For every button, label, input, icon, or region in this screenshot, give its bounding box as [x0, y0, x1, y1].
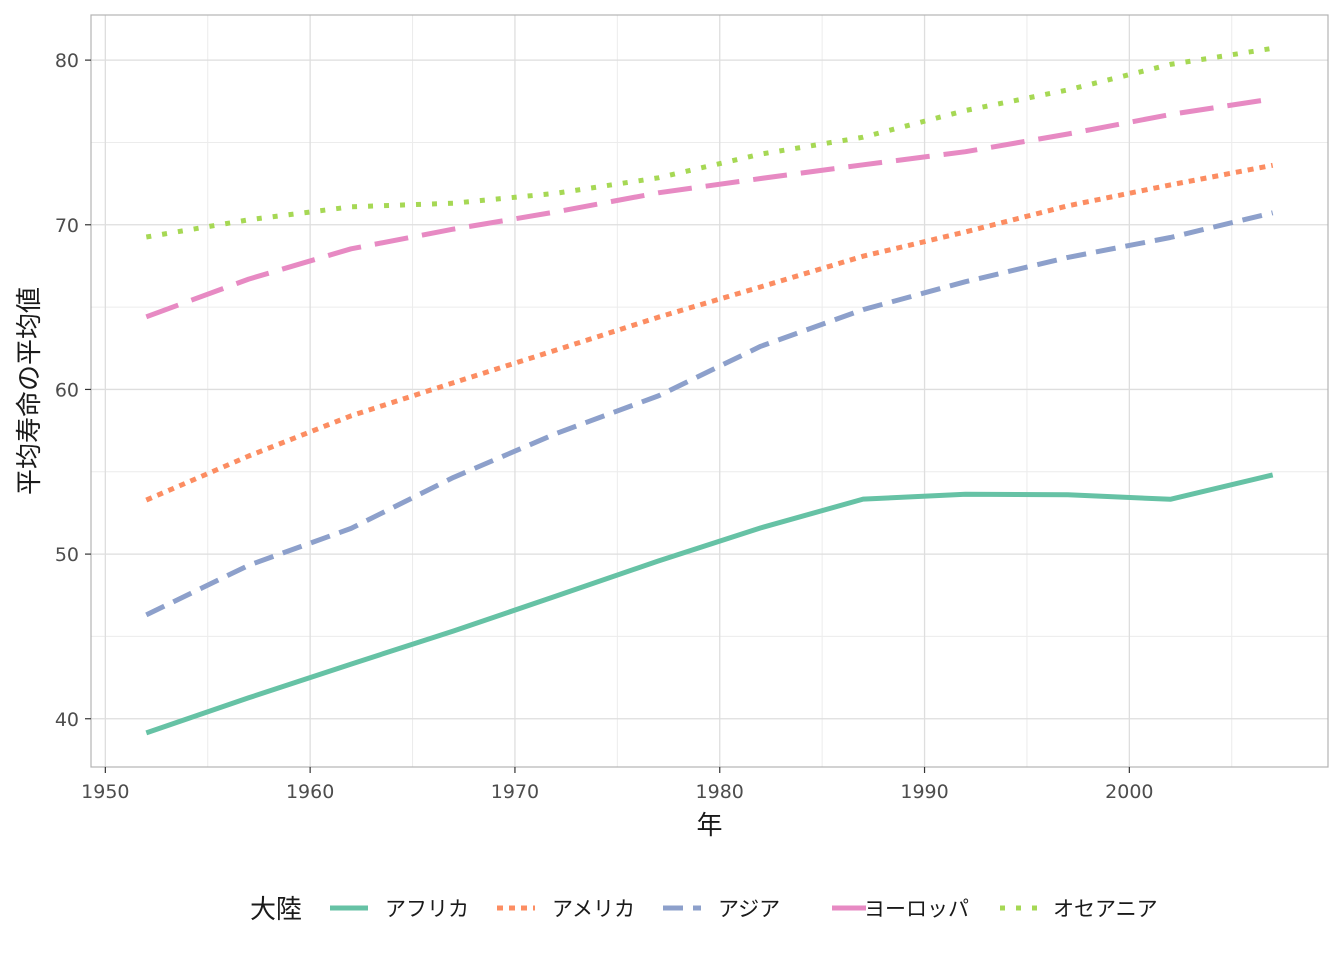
- panel-border: [90, 14, 1329, 768]
- legend-label-4: ヨーロッパ: [864, 897, 969, 921]
- legend-label-3: アジア: [718, 897, 780, 921]
- grid-major: [91, 15, 1328, 767]
- grid-minor: [91, 15, 1328, 767]
- x-tick-label: 1970: [491, 781, 539, 803]
- legend-label-1: アフリカ: [385, 897, 469, 921]
- y-tick-label: 40: [55, 709, 79, 731]
- x-tick-label: 2000: [1105, 781, 1153, 803]
- x-tick-label: 1980: [696, 781, 744, 803]
- series-line-3: [145, 210, 1274, 618]
- series-lines: [145, 45, 1274, 736]
- y-axis-title: 平均寿命の平均値: [15, 287, 45, 495]
- legend-title: 大陸: [250, 895, 302, 925]
- series-line-4: [145, 96, 1274, 320]
- series-line-1: [145, 472, 1274, 736]
- x-tick-label: 1960: [286, 781, 334, 803]
- legend-label-2: アメリカ: [552, 897, 635, 921]
- y-tick-label: 60: [55, 379, 79, 401]
- x-tick-label: 1950: [81, 781, 129, 803]
- y-axis-ticks: 40 50 60 70 80: [55, 50, 91, 731]
- legend-items: アフリカ アメリカ アジア ヨーロッパ オセアニア: [330, 897, 1158, 921]
- x-axis-ticks: 1950 1960 1970 1980 1990 2000: [81, 767, 1154, 803]
- series-line-2: [145, 162, 1274, 503]
- y-tick-label: 80: [55, 50, 79, 72]
- legend-label-5: オセアニア: [1053, 897, 1158, 921]
- y-tick-label: 70: [55, 215, 79, 237]
- legend: 大陸 アフリカ アメリカ アジア ヨーロッパ オセアニア: [250, 895, 1158, 925]
- x-tick-label: 1990: [900, 781, 948, 803]
- y-tick-label: 50: [55, 544, 79, 566]
- x-axis-title: 年: [696, 811, 722, 841]
